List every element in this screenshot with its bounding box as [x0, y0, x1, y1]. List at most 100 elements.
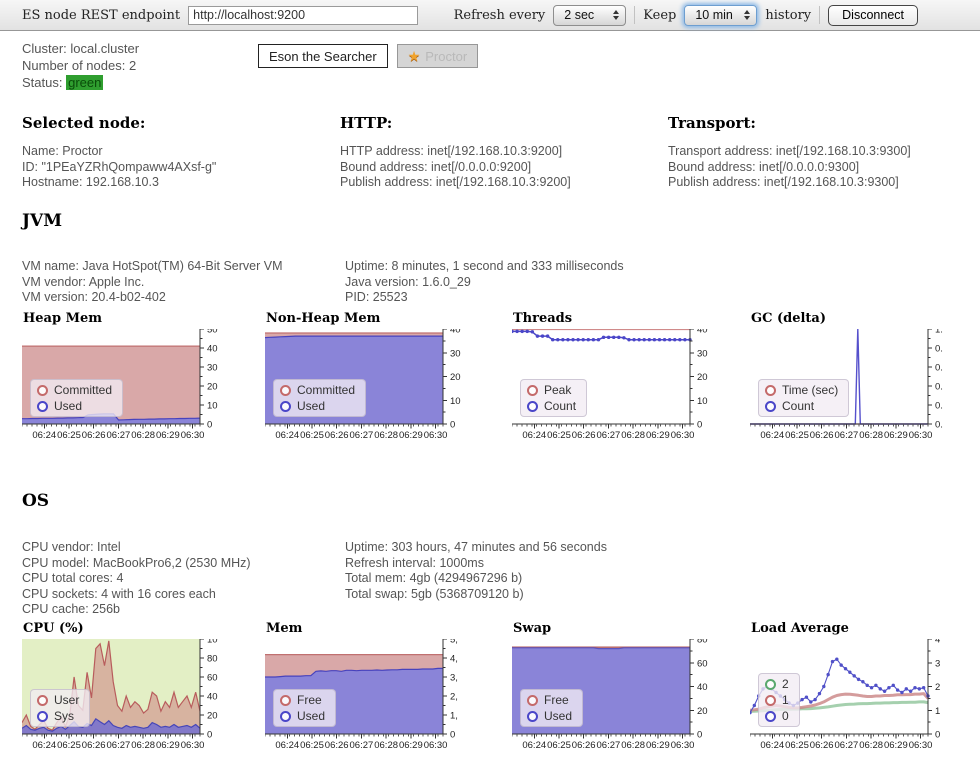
mem-chart: Mem 5, 4, 3, 2, 1, 0 06:24 06:25 06:26 06:27 06:28 0…	[265, 621, 495, 771]
legend-label: Used	[54, 399, 83, 413]
node-button-proctor[interactable]: ★ Proctor	[396, 44, 479, 68]
svg-text:60: 60	[207, 673, 218, 684]
svg-text:06:25: 06:25	[785, 430, 809, 441]
svg-text:06:24: 06:24	[760, 430, 784, 441]
keep-history-select[interactable]: 10 min	[684, 4, 758, 26]
svg-text:5,: 5,	[450, 639, 458, 646]
node-id-line: ID: "1PEaYZRhQompaww4AXsf-g"	[22, 159, 217, 174]
transport-address-line: Transport address: inet[/192.168.10.3:93…	[668, 144, 911, 158]
svg-text:06:25: 06:25	[300, 740, 324, 751]
java-version-line: Java version: 1.6.0_29	[345, 274, 471, 289]
svg-text:10: 10	[207, 639, 218, 646]
svg-text:20: 20	[697, 372, 708, 383]
medal-star-icon: ★	[407, 48, 421, 64]
selected-node-section: Selected node: Name: Proctor ID: "1PEaYZ…	[22, 114, 327, 191]
divider	[634, 6, 636, 24]
refresh-interval-line: Refresh interval: 1000ms	[345, 555, 484, 570]
node-button-label: Proctor	[425, 48, 468, 64]
legend-marker-icon	[765, 694, 776, 706]
chart-legend: Time (sec) Count	[758, 379, 850, 417]
svg-text:1: 1	[935, 706, 940, 717]
vm-name-line: VM name: Java HotSpot(TM) 64-Bit Server …	[22, 259, 283, 273]
legend-marker-icon	[37, 384, 48, 396]
svg-text:06:28: 06:28	[131, 430, 155, 441]
chart-legend: Committed Used	[273, 379, 367, 417]
svg-text:40: 40	[207, 692, 218, 703]
endpoint-label: ES node REST endpoint	[22, 7, 181, 23]
svg-text:30: 30	[450, 348, 461, 359]
svg-text:0.: 0.	[935, 401, 943, 412]
legend-label: Used	[544, 709, 573, 723]
svg-text:06:29: 06:29	[156, 430, 180, 441]
select-stepper-icon	[741, 10, 753, 20]
svg-text:20: 20	[207, 711, 218, 722]
node-button-eson[interactable]: Eson the Searcher	[258, 44, 388, 68]
disconnect-button[interactable]: Disconnect	[828, 4, 918, 26]
non-heap-mem-chart: Non-Heap Mem 40 30 20 10 0 06:24 06:25 06:26 06:2…	[265, 311, 495, 461]
chart-title: Swap	[513, 621, 552, 636]
jvm-heading: JVM	[22, 211, 63, 231]
keep-history-value: 10 min	[695, 8, 733, 22]
svg-text:06:24: 06:24	[760, 740, 784, 751]
legend-label: Count	[544, 399, 577, 413]
svg-text:0: 0	[450, 730, 455, 741]
svg-text:06:28: 06:28	[131, 740, 155, 751]
svg-text:0: 0	[697, 420, 702, 431]
svg-text:06:27: 06:27	[350, 740, 374, 751]
chart-title: Threads	[513, 311, 573, 326]
legend-marker-icon	[765, 710, 776, 722]
load-average-chart: Load Average 4 3 2 1 0 06:24 06:25 06:26 06:27 06:…	[750, 621, 980, 771]
topbar: ES node REST endpoint Refresh every 2 se…	[0, 0, 980, 31]
legend-marker-icon	[280, 710, 291, 722]
svg-text:1.: 1.	[935, 329, 943, 336]
svg-text:06:25: 06:25	[547, 430, 571, 441]
http-address-line: HTTP address: inet[/192.168.10.3:9200]	[340, 144, 563, 158]
svg-text:0: 0	[207, 730, 212, 741]
legend-label: Count	[782, 399, 815, 413]
chart-title: Load Average	[751, 621, 849, 636]
svg-text:06:24: 06:24	[522, 430, 546, 441]
svg-text:1,: 1,	[450, 711, 458, 722]
svg-text:06:28: 06:28	[859, 430, 883, 441]
chart-title: GC (delta)	[751, 311, 827, 326]
svg-text:06:29: 06:29	[399, 740, 423, 751]
svg-text:06:30: 06:30	[909, 430, 933, 441]
jvm-charts-row: Heap Mem 50 40 30 20 10 0 06:24 06:25 06:26 06:27 0…	[0, 311, 980, 461]
refresh-interval-value: 2 sec	[564, 8, 595, 22]
status-label: Status:	[22, 75, 63, 90]
endpoint-input[interactable]	[188, 5, 419, 25]
legend-label: Peak	[544, 383, 572, 397]
cpu-cores-line: CPU total cores: 4	[22, 571, 124, 585]
gc_delta-plot: 1.0.0.0.0.0.06:24 06:25 06:26 06:27 06:28 06:…	[750, 329, 943, 441]
threads-chart: Threads 40 30 20 10 0 06:24 06:25 06:26 06:27 06:2…	[512, 311, 742, 461]
svg-text:06:24: 06:24	[275, 740, 299, 751]
legend-label: 2	[782, 677, 789, 691]
svg-text:06:24: 06:24	[522, 740, 546, 751]
legend-label: User	[54, 693, 80, 707]
svg-text:06:30: 06:30	[181, 740, 205, 751]
svg-text:06:25: 06:25	[547, 740, 571, 751]
svg-text:06:26: 06:26	[572, 430, 596, 441]
svg-text:06:27: 06:27	[107, 430, 131, 441]
chart-legend: Free Used	[520, 689, 584, 727]
section-heading: Transport:	[668, 114, 756, 132]
refresh-interval-select[interactable]: 2 sec	[553, 4, 627, 26]
svg-text:40: 40	[697, 682, 708, 693]
svg-text:0: 0	[697, 730, 702, 741]
legend-marker-icon	[527, 400, 538, 412]
chart-legend: Free Used	[273, 689, 337, 727]
svg-text:30: 30	[207, 363, 218, 374]
svg-text:2: 2	[935, 682, 940, 693]
os-info-right: Uptime: 303 hours, 47 minutes and 56 sec…	[345, 540, 607, 602]
svg-text:06:26: 06:26	[810, 430, 834, 441]
svg-text:10: 10	[207, 401, 218, 412]
svg-text:06:29: 06:29	[884, 740, 908, 751]
svg-text:0.: 0.	[935, 382, 943, 393]
svg-text:06:26: 06:26	[810, 740, 834, 751]
svg-text:06:24: 06:24	[32, 430, 56, 441]
node-count-line: Number of nodes: 2	[22, 58, 137, 73]
legend-label: 0	[782, 709, 789, 723]
svg-text:06:26: 06:26	[82, 740, 106, 751]
select-stepper-icon	[610, 10, 622, 20]
legend-label: Sys	[54, 709, 75, 723]
